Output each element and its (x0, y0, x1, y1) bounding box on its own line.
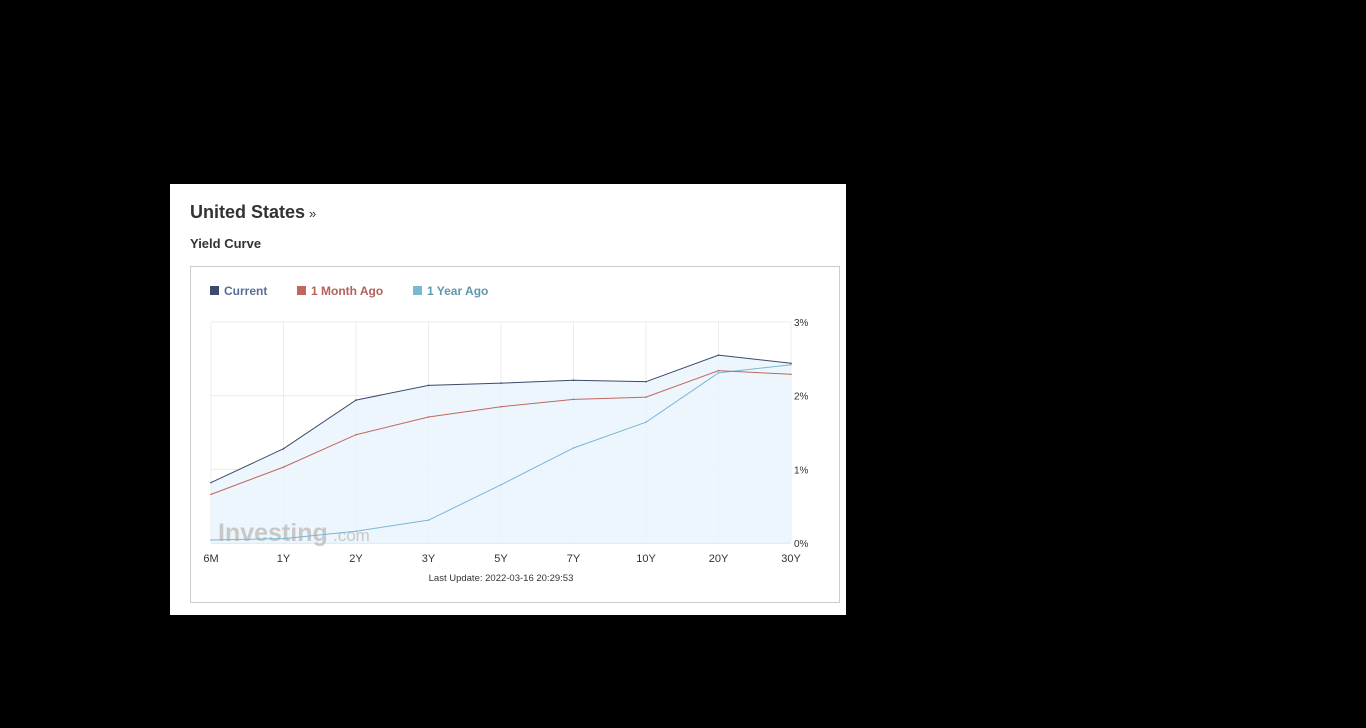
data-point (572, 447, 575, 449)
x-tick-label: 1Y (277, 553, 291, 565)
data-point (355, 433, 357, 436)
yield-curve-chart: Investing .com 6M 1Y 2Y 3Y 5Y 7Y 10Y 20Y 30Y 0% 1… (203, 318, 809, 584)
data-point (282, 466, 285, 468)
x-tick-label: 6M (203, 553, 218, 565)
x-tick-label: 5Y (494, 553, 508, 565)
data-point (717, 369, 720, 372)
data-point (645, 380, 647, 383)
legend-label-current: Current (224, 284, 268, 298)
data-point (355, 399, 357, 401)
legend-item-1-year-ago[interactable]: 1 Year Ago (413, 284, 488, 300)
legend-swatch-1-year-ago (413, 286, 422, 296)
data-point (500, 484, 502, 486)
data-point (790, 363, 792, 366)
data-point (572, 379, 575, 381)
data-point (210, 493, 212, 496)
data-point (210, 539, 212, 541)
data-point (500, 382, 502, 384)
data-point (355, 530, 357, 533)
data-point (427, 519, 430, 521)
x-tick-label: 30Y (781, 553, 801, 565)
legend-label-1-year-ago: 1 Year Ago (427, 284, 489, 298)
data-point (210, 481, 212, 484)
x-axis-labels: 6M 1Y 2Y 3Y 5Y 7Y 10Y 20Y 30Y (203, 553, 801, 565)
chart-container: Current 1 Month Ago 1 Year Ago Investing… (190, 266, 840, 603)
legend-item-1-month-ago[interactable]: 1 Month Ago (297, 284, 383, 300)
series-area-0 (211, 355, 791, 543)
section-title: Yield Curve (190, 236, 262, 251)
data-point (645, 396, 647, 398)
x-tick-label: 2Y (349, 553, 363, 565)
chart-area-fill (211, 355, 791, 543)
data-point (717, 354, 720, 356)
x-tick-label: 20Y (709, 553, 729, 565)
watermark-main: Investing (218, 519, 328, 547)
data-point (645, 421, 647, 423)
legend-label-1-month-ago: 1 Month Ago (311, 284, 384, 298)
y-tick-label: 0% (794, 539, 809, 550)
legend-swatch-current (210, 286, 219, 296)
last-update-text: Last Update: 2022-03-16 20:29:53 (429, 573, 574, 584)
data-point (717, 372, 720, 374)
data-point (500, 405, 502, 408)
country-name: United States (190, 202, 306, 222)
data-point (427, 384, 430, 387)
country-link[interactable]: United States» (190, 202, 316, 223)
y-axis-labels: 0% 1% 2% 3% (794, 318, 809, 550)
y-tick-label: 3% (794, 318, 809, 329)
legend-swatch-1-month-ago (297, 286, 306, 296)
x-tick-label: 7Y (567, 553, 581, 565)
chevron-double-right-icon: » (309, 206, 317, 221)
legend-item-current[interactable]: Current (210, 284, 267, 300)
data-point (282, 447, 285, 450)
yield-curve-panel: United States» Yield Curve Current 1 Mon… (170, 184, 846, 615)
data-point (790, 362, 792, 365)
x-tick-label: 3Y (422, 553, 436, 565)
y-tick-label: 1% (794, 465, 809, 476)
y-tick-label: 2% (794, 392, 809, 403)
data-point (790, 373, 792, 376)
chart-series-lines (210, 354, 792, 541)
data-point (427, 416, 430, 418)
data-point (572, 398, 575, 401)
data-point (282, 537, 285, 540)
x-tick-label: 10Y (636, 553, 656, 565)
watermark-suffix: .com (333, 526, 370, 545)
